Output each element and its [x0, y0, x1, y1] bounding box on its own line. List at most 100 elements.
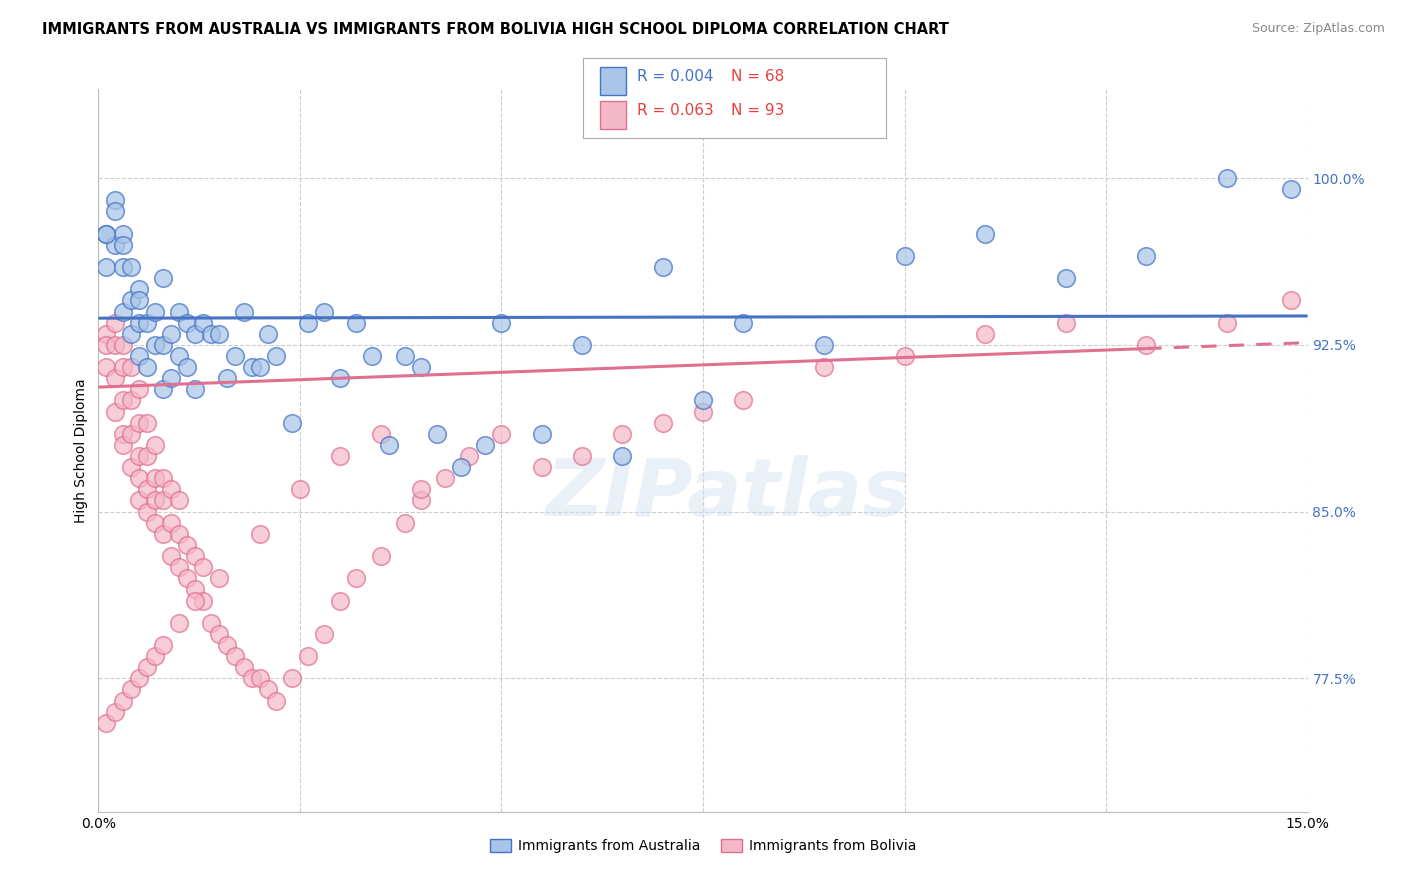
- Point: [974, 227, 997, 241]
- Point: [193, 316, 215, 330]
- Point: [474, 438, 496, 452]
- Point: [288, 483, 311, 497]
- Point: [256, 326, 278, 341]
- Point: [651, 260, 673, 274]
- Point: [256, 682, 278, 697]
- Point: [264, 349, 287, 363]
- Point: [491, 316, 513, 330]
- Point: [143, 493, 166, 508]
- Point: [200, 326, 222, 341]
- Point: [1216, 316, 1239, 330]
- Point: [733, 393, 755, 408]
- Point: [491, 426, 513, 441]
- Point: [160, 549, 183, 563]
- Point: [249, 360, 271, 375]
- Point: [176, 538, 198, 552]
- Point: [143, 438, 166, 452]
- Point: [96, 260, 118, 274]
- Point: [1054, 271, 1077, 285]
- Point: [103, 404, 125, 418]
- Point: [1216, 171, 1239, 186]
- Point: [135, 483, 157, 497]
- Point: [361, 349, 384, 363]
- Text: Source: ZipAtlas.com: Source: ZipAtlas.com: [1251, 22, 1385, 36]
- Point: [167, 349, 190, 363]
- Point: [120, 260, 142, 274]
- Point: [128, 349, 150, 363]
- Point: [120, 682, 142, 697]
- Point: [135, 660, 157, 674]
- Point: [344, 316, 367, 330]
- Point: [96, 715, 118, 730]
- Point: [571, 338, 593, 352]
- Point: [120, 426, 142, 441]
- Point: [152, 338, 174, 352]
- Point: [264, 693, 287, 707]
- Point: [224, 649, 246, 664]
- Point: [370, 426, 392, 441]
- Point: [208, 627, 231, 641]
- Point: [167, 304, 190, 318]
- Point: [232, 304, 254, 318]
- Point: [200, 615, 222, 630]
- Point: [297, 649, 319, 664]
- Point: [103, 204, 125, 219]
- Point: [208, 326, 231, 341]
- Point: [409, 360, 432, 375]
- Point: [111, 304, 134, 318]
- Point: [612, 426, 634, 441]
- Point: [160, 483, 183, 497]
- Point: [184, 382, 207, 396]
- Point: [167, 526, 190, 541]
- Point: [96, 227, 118, 241]
- Point: [184, 593, 207, 607]
- Point: [184, 326, 207, 341]
- Point: [160, 516, 183, 530]
- Point: [1054, 316, 1077, 330]
- Point: [96, 360, 118, 375]
- Point: [103, 237, 125, 252]
- Point: [176, 571, 198, 585]
- Point: [893, 249, 915, 263]
- Point: [893, 349, 915, 363]
- Point: [314, 304, 336, 318]
- Point: [143, 304, 166, 318]
- Point: [612, 449, 634, 463]
- Point: [120, 393, 142, 408]
- Point: [111, 693, 134, 707]
- Point: [128, 671, 150, 685]
- Point: [240, 671, 263, 685]
- Point: [167, 560, 190, 574]
- Point: [571, 449, 593, 463]
- Point: [103, 371, 125, 385]
- Text: N = 68: N = 68: [731, 69, 785, 84]
- Point: [103, 338, 125, 352]
- Point: [297, 316, 319, 330]
- Point: [135, 449, 157, 463]
- Point: [128, 493, 150, 508]
- Point: [193, 593, 215, 607]
- Text: N = 93: N = 93: [731, 103, 785, 118]
- Point: [111, 237, 134, 252]
- Point: [135, 416, 157, 430]
- Point: [152, 493, 174, 508]
- Point: [329, 449, 352, 463]
- Point: [135, 360, 157, 375]
- Point: [167, 493, 190, 508]
- Point: [128, 416, 150, 430]
- Point: [111, 393, 134, 408]
- Point: [128, 316, 150, 330]
- Point: [232, 660, 254, 674]
- Point: [434, 471, 457, 485]
- Point: [135, 316, 157, 330]
- Point: [176, 360, 198, 375]
- Point: [394, 516, 416, 530]
- Point: [1135, 249, 1157, 263]
- Point: [426, 426, 449, 441]
- Point: [143, 516, 166, 530]
- Point: [409, 493, 432, 508]
- Point: [176, 316, 198, 330]
- Point: [651, 416, 673, 430]
- Point: [128, 293, 150, 308]
- Point: [111, 260, 134, 274]
